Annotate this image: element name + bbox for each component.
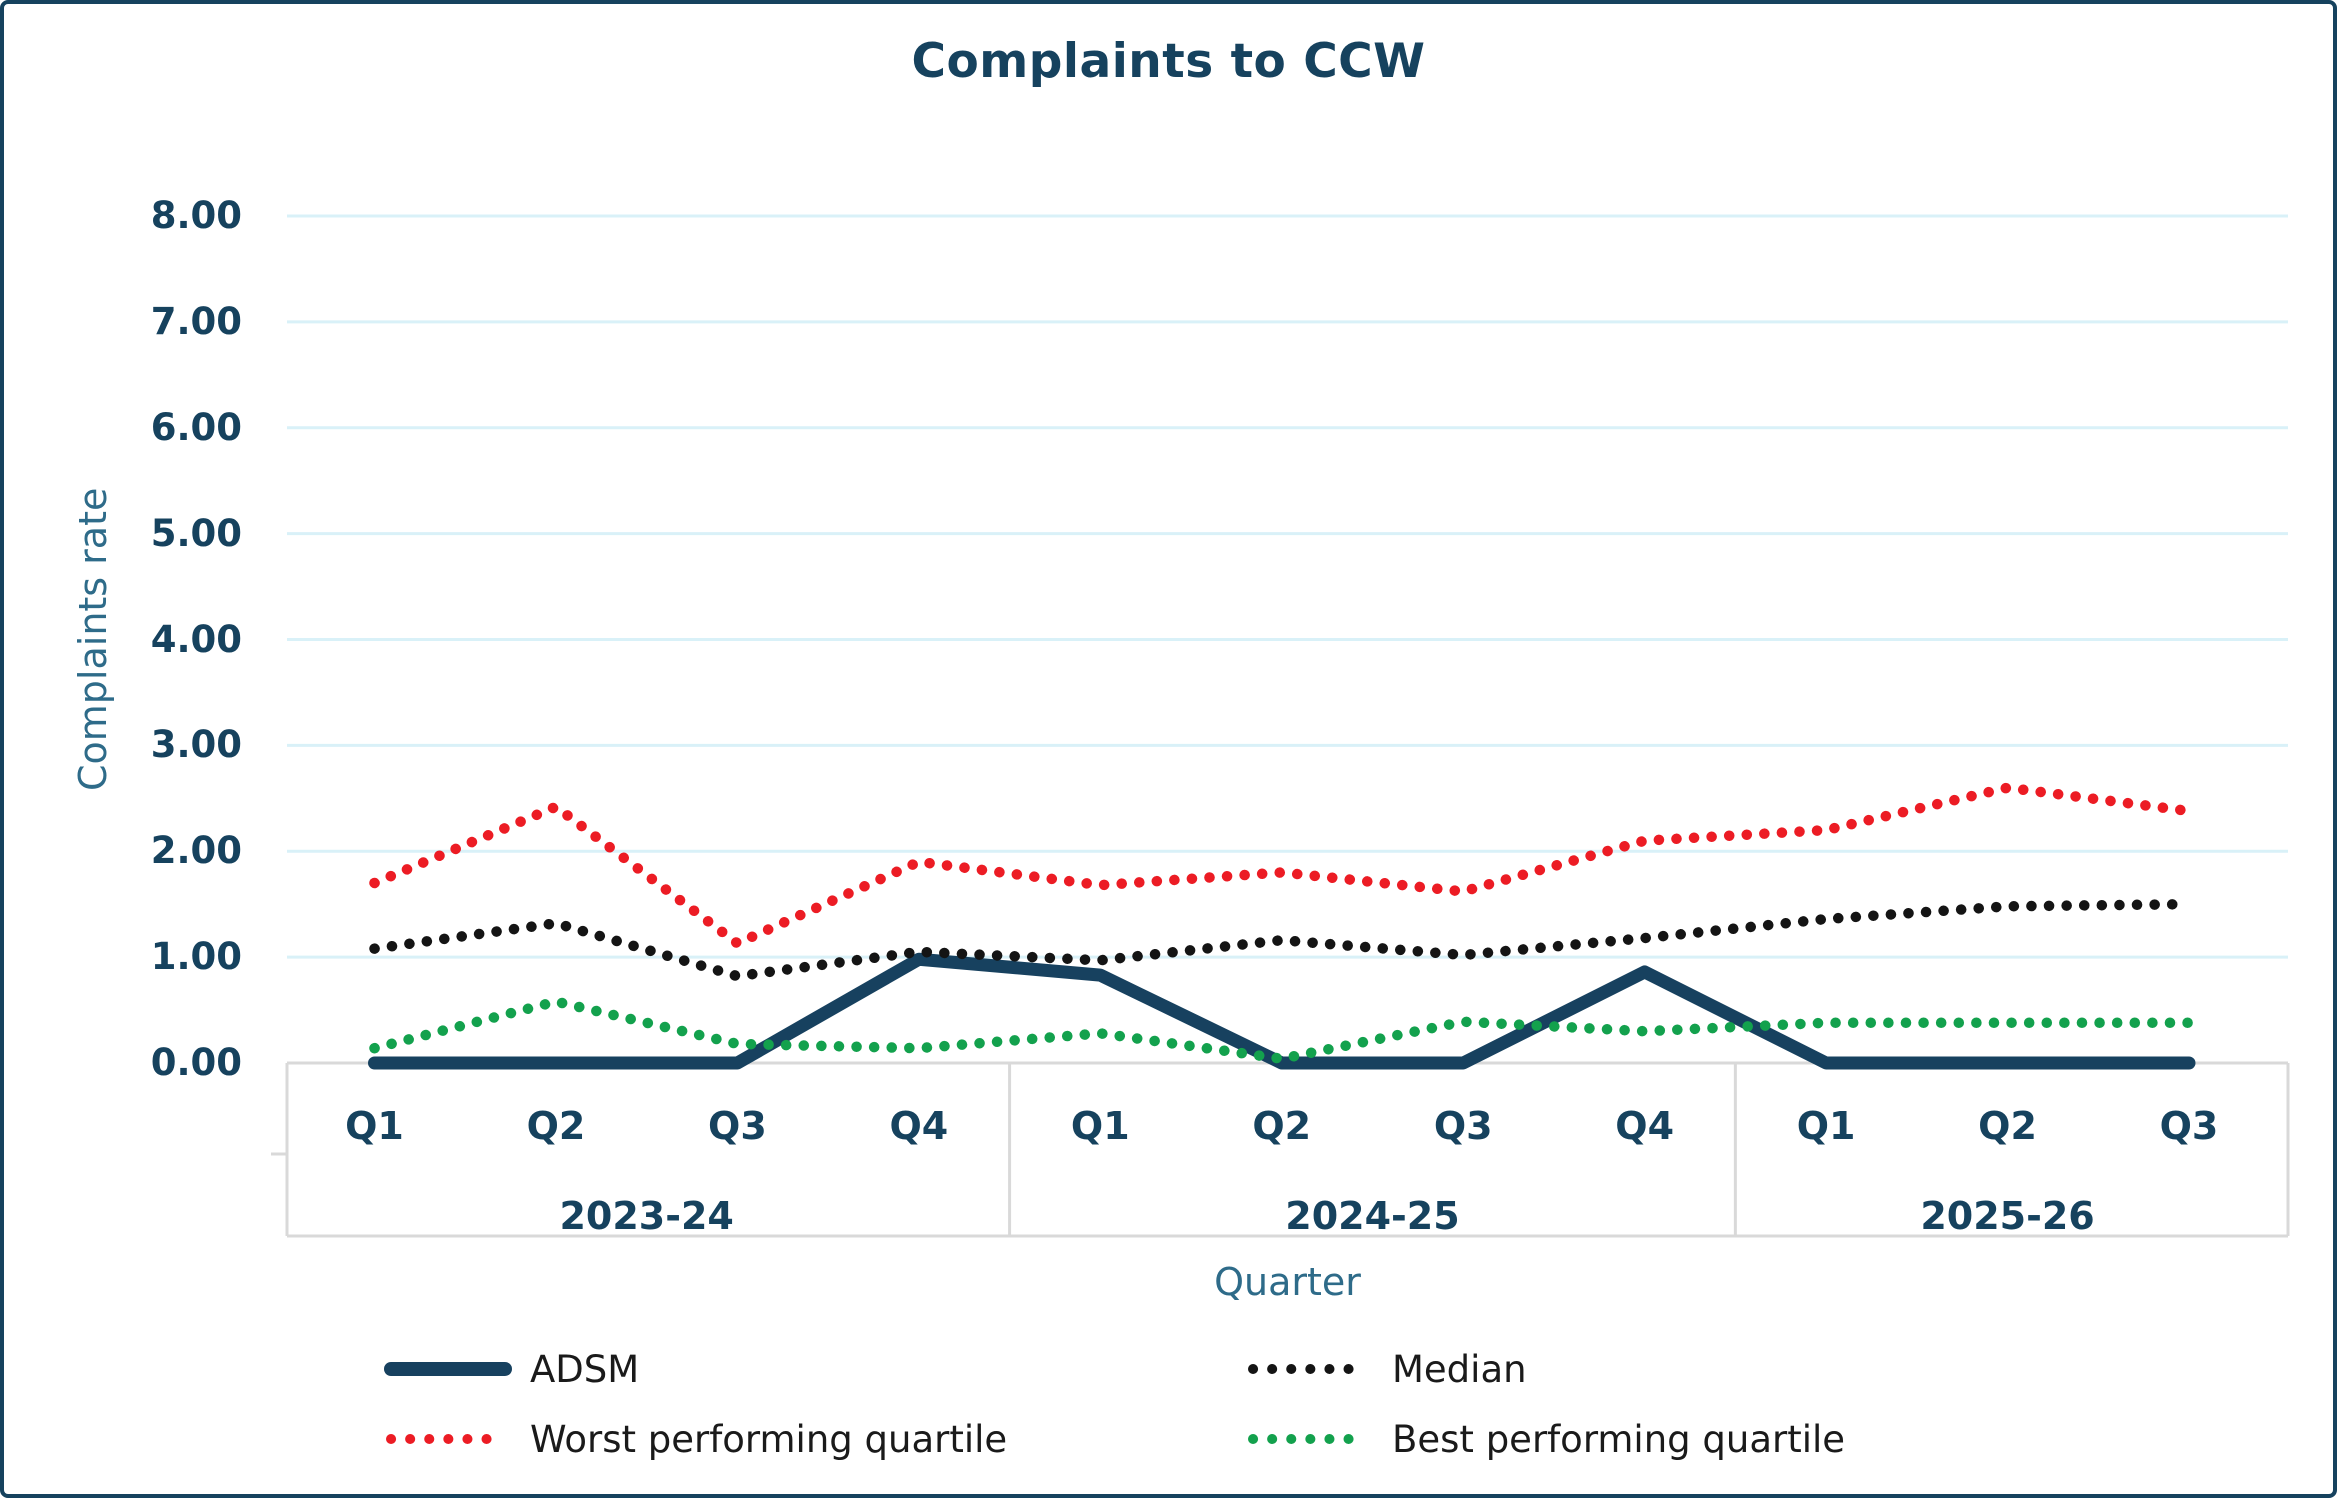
y-tick-label: 1.00 <box>150 935 242 979</box>
x-axis-title: Quarter <box>1214 1260 1361 1304</box>
legend-item-worst-quartile: Worst performing quartile <box>382 1410 1244 1468</box>
median-dotted-swatch <box>1248 1364 1372 1374</box>
x-quarter-label: Q2 <box>1978 1104 2037 1148</box>
chart-title: Complaints to CCW <box>911 34 1426 89</box>
y-tick-label: 4.00 <box>150 617 242 661</box>
y-tick-label: 0.00 <box>150 1041 242 1084</box>
legend-label-adsm: ADSM <box>530 1347 640 1391</box>
adsm-line-swatch <box>384 1362 512 1376</box>
x-quarter-label: Q2 <box>1252 1104 1311 1148</box>
y-tick-label: 5.00 <box>150 511 242 555</box>
x-quarter-label: Q4 <box>1615 1104 1674 1148</box>
series-line-adsm <box>368 952 2196 1070</box>
best-quartile-dotted-swatch <box>1248 1434 1372 1444</box>
x-quarter-label: Q2 <box>527 1104 586 1148</box>
x-quarter-label: Q1 <box>1071 1104 1130 1148</box>
legend-item-best-quartile: Best performing quartile <box>1244 1410 1845 1468</box>
legend: ADSM Median Worst performing quartile Be… <box>382 1340 1845 1468</box>
legend-label-worst-quartile: Worst performing quartile <box>530 1417 1008 1461</box>
worst-quartile-dotted-swatch <box>386 1434 510 1444</box>
x-quarter-label: Q1 <box>345 1104 404 1148</box>
x-quarter-label: Q1 <box>1797 1104 1856 1148</box>
legend-label-median: Median <box>1392 1347 1527 1391</box>
x-year-label: 2024-25 <box>1285 1194 1459 1238</box>
y-tick-label: 2.00 <box>150 829 242 873</box>
x-year-label: 2023-24 <box>559 1194 733 1238</box>
y-tick-label: 3.00 <box>150 723 242 767</box>
series-line-best-performing-quartile <box>369 996 2195 1065</box>
x-year-label: 2025-26 <box>1920 1194 2094 1238</box>
x-quarter-label: Q3 <box>2160 1104 2219 1148</box>
x-quarter-label: Q3 <box>1434 1104 1493 1148</box>
legend-item-median: Median <box>1244 1340 1845 1398</box>
x-quarter-label: Q4 <box>889 1104 948 1148</box>
legend-item-adsm: ADSM <box>382 1340 1244 1398</box>
legend-label-best-quartile: Best performing quartile <box>1392 1417 1846 1461</box>
y-tick-label: 6.00 <box>150 405 242 449</box>
series-line-worst-performing-quartile <box>369 782 2195 949</box>
y-tick-label: 7.00 <box>150 299 242 343</box>
series-line-median <box>369 898 2195 982</box>
x-quarter-label: Q3 <box>708 1104 767 1148</box>
plot-svg: Q1 Q2 Q3 Q4 2023-24 Q1 Q2 Q3 Q4 2024-25 Q1 Q2 Q3 2025… <box>271 214 2290 1238</box>
y-tick-label: 8.00 <box>150 194 242 237</box>
